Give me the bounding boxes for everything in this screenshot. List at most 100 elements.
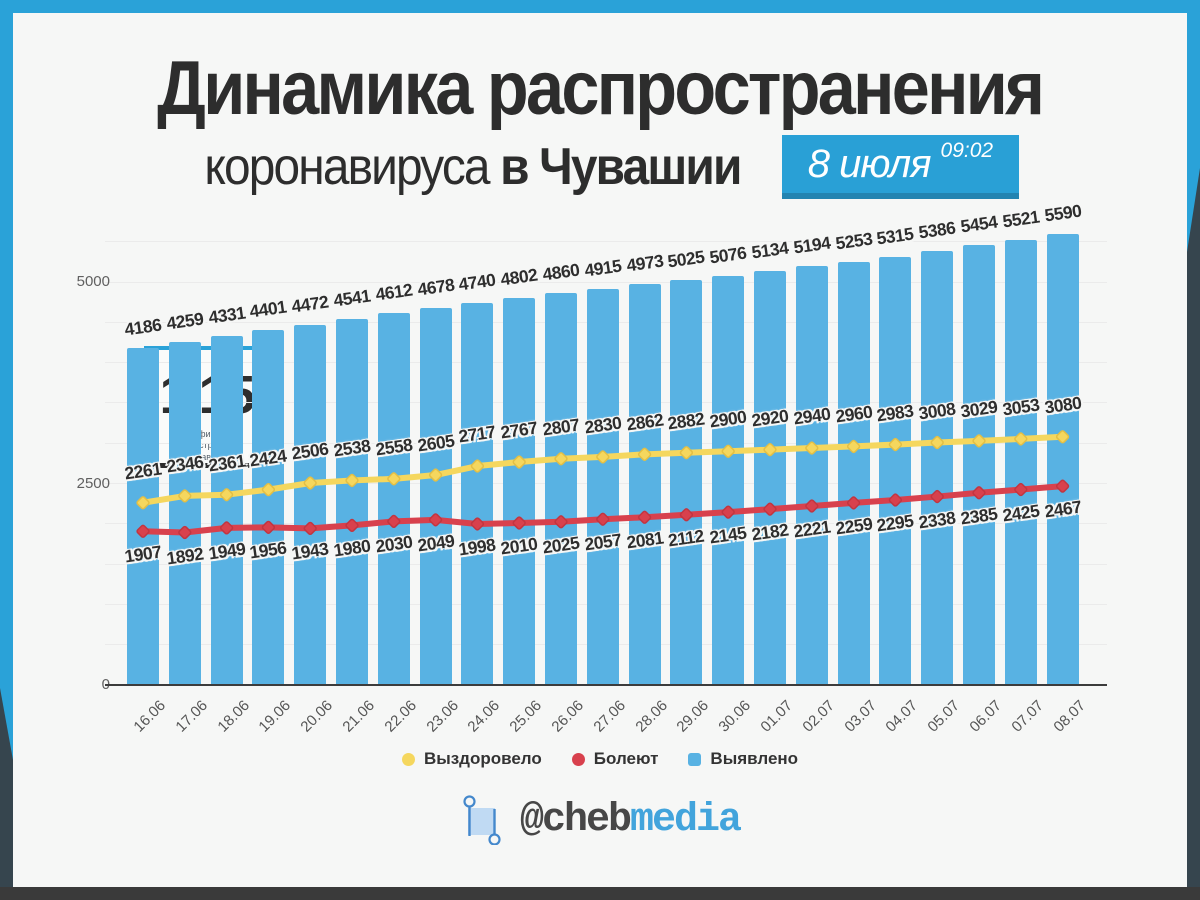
bar-value-label: 5521 [1001, 206, 1041, 232]
x-axis-label: 26.06 [548, 697, 588, 736]
gridline [105, 281, 1107, 283]
detected-bar [294, 324, 327, 685]
detected-bar [628, 284, 661, 685]
x-axis-label: 22.06 [381, 697, 420, 736]
detected-bar [461, 302, 494, 685]
subtitle-bold: в Чувашии [500, 138, 742, 196]
date-badge: 8 июля 09:02 [781, 135, 1020, 199]
brand-handle-suffix: media [630, 797, 742, 843]
sick-line-value-label: 2425 [1001, 500, 1041, 526]
bar-value-label: 4541 [332, 285, 372, 311]
detected-bar [1046, 234, 1079, 685]
bar-value-label: 4612 [374, 279, 414, 305]
page-subtitle: коронавируса в Чувашии [204, 137, 742, 197]
chebmedia-logo-icon [463, 795, 501, 845]
legend-label: Выявлено [710, 749, 799, 768]
badge-date: 8 июля [807, 141, 932, 186]
brand-handle-prefix: @cheb [519, 797, 632, 843]
bar-value-label: 4802 [499, 264, 539, 290]
bar-value-label: 4973 [624, 250, 665, 276]
detected-bar [210, 335, 243, 685]
x-axis-label: 07.07 [1008, 697, 1047, 736]
x-axis-label: 21.06 [339, 697, 379, 736]
detected-bar [252, 330, 285, 685]
legend-item: Выявлено [688, 749, 798, 769]
legend-label: Болеют [593, 749, 659, 768]
x-axis-label: 04.07 [882, 697, 922, 736]
bar-value-label: 5194 [792, 232, 832, 258]
y-axis-label: 0 [50, 676, 110, 693]
x-axis-label: 25.06 [506, 697, 546, 736]
subtitle-row: коронавируса в Чувашии 8 июля 09:02 [13, 135, 1187, 199]
recovered-line-value-label: 3008 [917, 398, 957, 424]
x-axis-label: 01.07 [757, 697, 797, 736]
x-axis-label: 06.07 [966, 697, 1006, 736]
gridline [105, 241, 1107, 243]
bar-value-label: 4678 [415, 274, 456, 300]
bar-value-label: 5025 [666, 246, 707, 272]
detected-bar [837, 261, 870, 685]
x-axis-label: 03.07 [841, 697, 880, 736]
bar-value-label: 4186 [123, 314, 163, 340]
detected-bar [795, 266, 828, 685]
detected-bar [963, 245, 995, 685]
bar-value-label: 5253 [833, 228, 874, 254]
page-title: Динамика распространения [13, 51, 1187, 127]
detected-bar [712, 275, 745, 685]
x-axis-label: 27.06 [590, 697, 629, 736]
bar-value-label: 5315 [875, 223, 916, 249]
x-axis-label: 17.06 [172, 697, 211, 736]
detected-bar [586, 288, 619, 685]
x-axis-line [105, 684, 1107, 686]
x-axis-label: 05.07 [924, 697, 964, 736]
page-title-text: Динамика распространения [157, 46, 1045, 131]
detected-bar [1004, 240, 1037, 685]
bar-value-label: 5590 [1042, 200, 1083, 226]
y-axis-label: 5000 [76, 273, 110, 290]
bar-value-label: 5454 [959, 211, 999, 237]
x-axis-label: 24.06 [464, 697, 504, 736]
bar-value-label: 4259 [165, 308, 205, 334]
bar-value-label: 4472 [290, 291, 330, 317]
legend-item: Выздоровело [401, 749, 542, 769]
detected-bar [377, 313, 410, 685]
detected-bar [670, 279, 703, 685]
x-axis-label: 19.06 [255, 697, 295, 736]
detected-bar [503, 297, 536, 685]
bar-value-label: 4740 [457, 269, 498, 295]
bar-value-label: 4331 [206, 302, 247, 328]
legend-marker [571, 752, 585, 766]
x-axis-label: 29.06 [673, 697, 713, 736]
bar-value-label: 5386 [917, 217, 957, 243]
x-axis-label: 18.06 [214, 697, 253, 736]
bar-value-label: 5076 [708, 242, 748, 268]
x-axis-label: 02.07 [799, 697, 838, 736]
detected-bar [879, 256, 912, 685]
detected-bar [921, 250, 954, 685]
x-axis-label: 23.06 [423, 697, 462, 736]
bar-value-label: 4401 [248, 296, 289, 322]
detected-bar [754, 271, 786, 685]
legend-label: Выздоровело [423, 749, 542, 768]
detected-bar [168, 341, 201, 685]
bar-value-label: 5134 [750, 237, 790, 263]
footer-brand: @chebmedia [13, 795, 1187, 845]
legend-marker [401, 752, 415, 766]
sick-line-value-label: 1892 [165, 543, 205, 568]
y-axis-label: 2500 [76, 474, 110, 492]
detected-bar [545, 293, 577, 685]
x-axis-label: 30.06 [715, 697, 755, 736]
x-axis-label: 20.06 [297, 697, 337, 736]
chart-legend: Выздоровело Болеют Выявлено [13, 749, 1187, 769]
subtitle-regular: коронавируса [204, 138, 490, 196]
x-axis-label: 08.07 [1050, 697, 1089, 736]
detected-bar [419, 307, 452, 685]
sick-line-value-label: 2338 [917, 507, 957, 533]
x-axis-label: 16.06 [130, 697, 170, 736]
brand-handle: @chebmedia [519, 797, 742, 843]
legend-item: Болеют [571, 749, 659, 769]
badge-time: 09:02 [940, 139, 994, 162]
detected-bar [336, 318, 368, 685]
